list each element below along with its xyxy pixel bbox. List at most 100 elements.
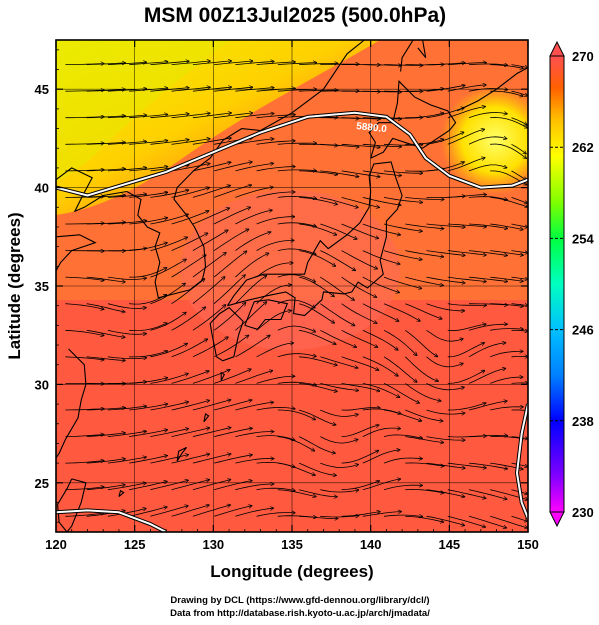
- streamline: [107, 194, 146, 198]
- streamline: [235, 371, 272, 384]
- streamline: [256, 88, 296, 92]
- streamline: [192, 138, 231, 145]
- streamline: [192, 370, 230, 384]
- streamline: [405, 462, 443, 466]
- streamline: [277, 143, 317, 144]
- streamline: [426, 162, 465, 172]
- streamline: [320, 490, 358, 492]
- streamline: [468, 196, 507, 200]
- streamline: [129, 295, 166, 305]
- streamline: [107, 431, 146, 437]
- streamline: [171, 87, 211, 92]
- streamline: [383, 197, 422, 202]
- streamline: [213, 185, 251, 198]
- streamline: [320, 383, 358, 390]
- streamline: [65, 513, 104, 517]
- streamline: [129, 404, 167, 411]
- streamline: [383, 409, 422, 421]
- streamline: [405, 329, 437, 356]
- streamline: [213, 481, 252, 491]
- streamline: [86, 142, 126, 145]
- streamline: [235, 484, 273, 491]
- streamline: [129, 378, 167, 384]
- streamline: [511, 250, 528, 253]
- streamline: [490, 515, 527, 528]
- streamline: [107, 509, 146, 517]
- coastline-segment: [220, 371, 226, 381]
- streamline: [171, 61, 211, 65]
- streamline: [277, 248, 316, 254]
- chart-title: MSM 00Z13Jul2025 (500.0hPa): [144, 4, 446, 27]
- streamline: [468, 276, 507, 281]
- streamline: [447, 158, 485, 172]
- streamline: [320, 329, 356, 347]
- y-tick-label: 45: [35, 82, 49, 97]
- streamline: [171, 255, 206, 278]
- streamline: [277, 222, 316, 227]
- streamline: [511, 383, 528, 384]
- streamline: [256, 115, 296, 119]
- streamline: [129, 218, 167, 225]
- streamline: [426, 383, 465, 391]
- streamline: [490, 117, 527, 128]
- streamline: [447, 107, 485, 119]
- streamline: [490, 377, 523, 384]
- colorbar: 270 262 254 246 238 230: [549, 40, 594, 528]
- streamline: [86, 195, 126, 198]
- height-contour: [56, 110, 528, 532]
- streamline: [468, 489, 507, 500]
- streamline: [320, 197, 358, 207]
- streamline: [86, 116, 126, 119]
- streamline: [468, 64, 508, 65]
- streamline: [468, 324, 507, 331]
- streamline: [235, 253, 268, 278]
- coastline-segment: [118, 489, 125, 498]
- streamline: [256, 407, 295, 410]
- streamline: [490, 303, 523, 307]
- streamline: [107, 457, 146, 464]
- streamline: [511, 276, 528, 279]
- map-grid: [56, 40, 528, 532]
- coastline-segment: [56, 167, 127, 213]
- streamline: [490, 329, 523, 331]
- streamline: [86, 222, 126, 224]
- streamline: [107, 221, 146, 225]
- map-plot-area: 5880.0: [56, 40, 528, 532]
- streamline: [383, 65, 423, 66]
- streamline: [299, 197, 337, 204]
- streamline: [490, 223, 523, 230]
- streamline: [511, 90, 528, 96]
- colorbar-tick-label: 230: [572, 505, 594, 520]
- streamline: [107, 329, 146, 334]
- x-tick-label: 140: [360, 537, 382, 552]
- streamline: [405, 89, 443, 92]
- temperature-field-warm: [180, 190, 400, 350]
- streamline: [383, 250, 422, 260]
- streamline: [511, 117, 528, 125]
- streamline: [129, 192, 167, 198]
- streamline: [383, 356, 417, 382]
- streamline: [320, 143, 359, 147]
- colorbar-ticks: 270 262 254 246 238 230: [550, 49, 594, 520]
- streamline: [490, 436, 523, 439]
- streamline: [362, 329, 398, 350]
- streamline: [362, 91, 402, 92]
- streamline: [468, 250, 507, 256]
- streamline: [256, 285, 292, 304]
- streamline: [341, 512, 380, 517]
- coastline-segment: [56, 348, 87, 459]
- y-tick-label: 40: [35, 181, 49, 196]
- streamline: [171, 454, 210, 464]
- streamline: [86, 408, 126, 411]
- streamline: [383, 515, 423, 517]
- colorbar-tick-label: 270: [572, 49, 594, 64]
- colorbar-tick-label: 254: [572, 231, 594, 246]
- streamline: [235, 163, 273, 172]
- streamline: [405, 250, 443, 257]
- streamline: [383, 303, 420, 321]
- streamline: [299, 356, 337, 366]
- x-axis-label: Longitude (degrees): [210, 562, 373, 581]
- streamline: [171, 139, 210, 145]
- coastline-segment: [56, 234, 97, 272]
